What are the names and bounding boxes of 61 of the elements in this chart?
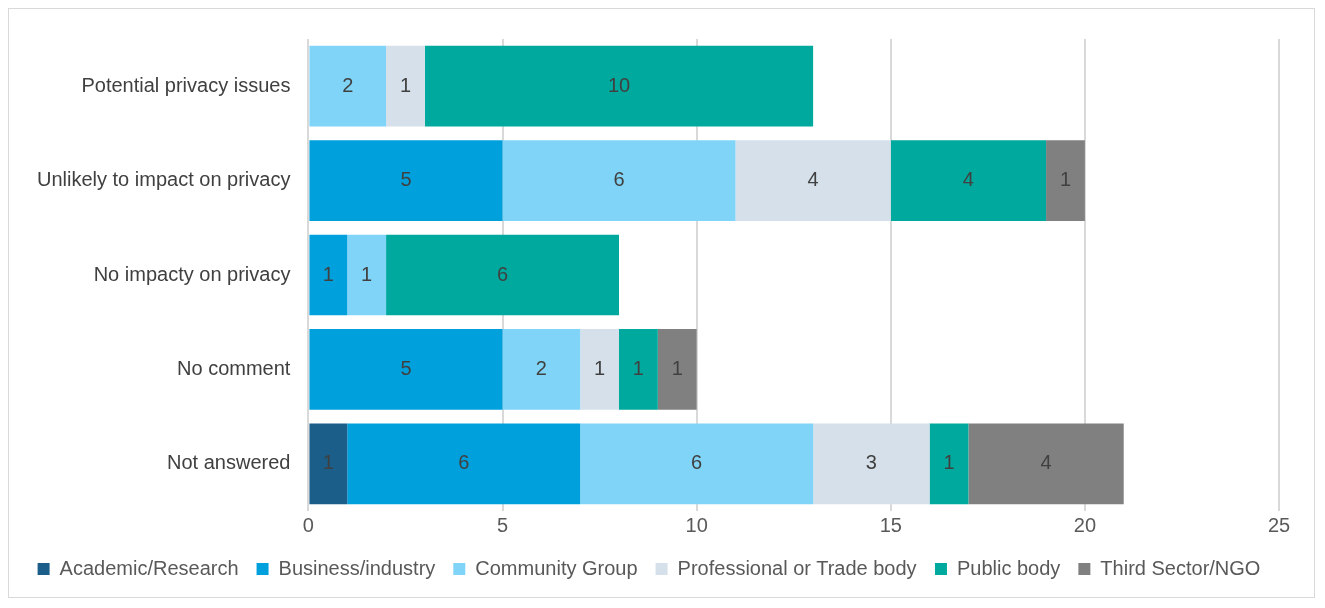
x-tick-label: 20	[1073, 513, 1097, 536]
data-label: 3	[865, 451, 877, 474]
data-label: 1	[399, 73, 412, 96]
legend-label: Public body	[956, 556, 1061, 579]
legend-label: Third Sector/NGO	[1100, 556, 1261, 579]
data-label: 1	[632, 356, 644, 379]
x-tick-label: 15	[879, 513, 902, 536]
bar	[347, 234, 387, 316]
bar	[929, 423, 969, 505]
data-label: 1	[322, 262, 334, 285]
data-label: 2	[342, 73, 354, 96]
data-label: 5	[400, 356, 412, 379]
data-label: 1	[671, 356, 683, 379]
y-tick-label: Unlikely to impact on privacy	[36, 168, 291, 191]
bar	[386, 45, 425, 127]
data-label: 4	[962, 168, 974, 191]
bar	[309, 423, 348, 505]
x-tick-label: 5	[496, 513, 509, 536]
data-label: 6	[496, 262, 509, 285]
data-label: 1	[1059, 168, 1072, 191]
data-label: 4	[1040, 451, 1052, 474]
bar	[619, 329, 658, 410]
data-label: 1	[594, 356, 606, 379]
data-label: 5	[400, 168, 412, 191]
x-tick-label: 10	[685, 513, 708, 536]
data-label: 4	[807, 168, 819, 191]
bar	[502, 329, 581, 410]
bar	[309, 140, 503, 221]
y-tick-label: Not answered	[167, 451, 291, 474]
data-label: 1	[322, 451, 334, 474]
y-tick-label: Potential privacy issues	[81, 73, 291, 96]
legend-label: Professional or Trade body	[677, 556, 917, 579]
x-tick-label: 25	[1267, 513, 1291, 536]
data-label: 1	[361, 262, 373, 285]
legend-label: Academic/Research	[59, 556, 239, 579]
bar	[1046, 140, 1085, 221]
data-label: 6	[691, 451, 703, 474]
legend-label: Community Group	[475, 556, 638, 579]
bar	[309, 45, 387, 127]
bar	[735, 140, 891, 221]
bar	[580, 329, 620, 410]
data-label: 2	[535, 356, 547, 379]
data-label: 6	[458, 451, 470, 474]
bar	[657, 329, 697, 410]
bar	[580, 423, 814, 505]
bar	[309, 329, 503, 410]
bar	[386, 234, 620, 316]
y-tick-label: No comment	[177, 356, 291, 379]
y-tick-label: No impacty on privacy	[93, 262, 291, 285]
bar	[890, 140, 1047, 221]
data-label: 1	[943, 451, 955, 474]
data-label: 10	[607, 73, 631, 96]
bar	[968, 423, 1124, 505]
bar	[347, 423, 581, 505]
bar	[502, 140, 736, 221]
bar	[309, 234, 348, 316]
bar	[813, 423, 930, 505]
legend-label: Business/industry	[278, 556, 436, 579]
x-tick-label: 0	[302, 513, 314, 536]
data-label: 6	[613, 168, 625, 191]
bar	[424, 45, 814, 127]
